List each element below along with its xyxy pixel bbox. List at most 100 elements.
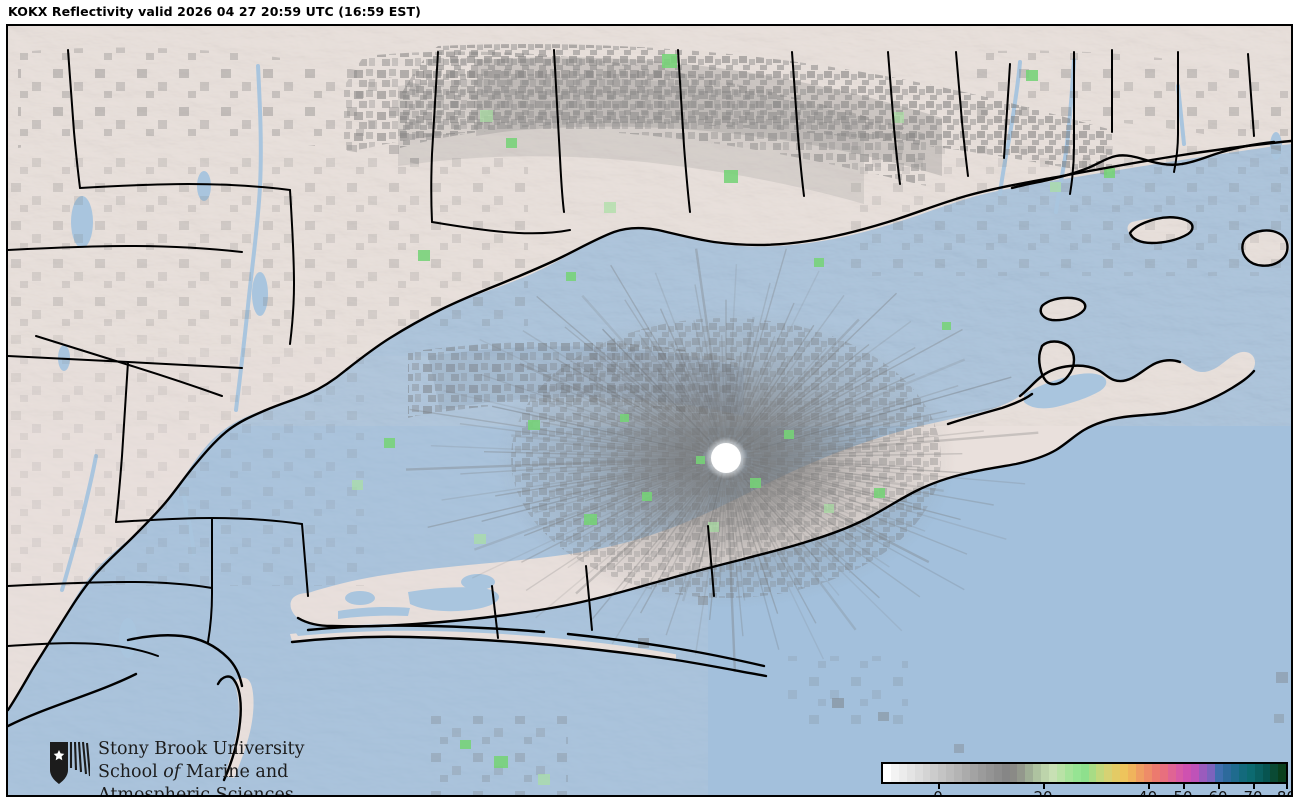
stony-brook-logo: Stony Brook University School of Marine … — [48, 738, 318, 797]
colorbar-tick-80 — [1286, 784, 1289, 789]
cone-of-silence-halo — [705, 437, 747, 479]
colorbar-band-49 — [1270, 764, 1279, 782]
colorbar-band-8 — [946, 764, 955, 782]
colorbar-label-40: 40 — [1138, 788, 1158, 797]
colorbar-band-36 — [1167, 764, 1176, 782]
lake-6 — [345, 591, 375, 605]
logo-line-2: School of Marine and — [98, 761, 304, 784]
colorbar-label-20: 20 — [1033, 788, 1053, 797]
colorbar-band-5 — [922, 764, 931, 782]
coastline-li-forks — [946, 392, 1034, 426]
colorbar-band-26 — [1088, 764, 1097, 782]
coastline-nj-inland — [8, 672, 138, 728]
colorbar-band-31 — [1128, 764, 1136, 782]
colorbar-band-33 — [1143, 764, 1152, 782]
colorbar-band-14 — [993, 764, 1002, 782]
colorbar-band-38 — [1183, 764, 1192, 782]
colorbar-band-35 — [1159, 764, 1168, 782]
bay-hempstead — [338, 607, 410, 619]
colorbar-band-22 — [1056, 764, 1065, 782]
outline-fishers-island — [1128, 216, 1194, 245]
radar-clutter-rings — [405, 248, 1039, 673]
logo-line-3: Atmospheric Sciences — [98, 785, 294, 797]
logo-line-1: Stony Brook University — [98, 739, 305, 759]
colorbar-band-40 — [1199, 764, 1208, 782]
bay-peconic — [1024, 373, 1107, 409]
shield-icon — [50, 741, 90, 784]
outline-gardiners-island — [1038, 340, 1076, 386]
echo-green-cells — [384, 54, 1115, 768]
coastline-ct — [1010, 140, 1276, 190]
logo-line-2-italic: of — [163, 762, 181, 782]
colorbar-tick-20 — [1042, 784, 1045, 789]
colorbar-band-42 — [1215, 764, 1223, 782]
colorbar-band-9 — [954, 764, 963, 782]
colorbar-band-12 — [977, 764, 986, 782]
colorbar-band-28 — [1104, 764, 1113, 782]
colorbar: 0 20 40 50 60 70 80 — [875, 757, 1291, 797]
colorbar-tick-50 — [1182, 784, 1185, 789]
colorbar-band-34 — [1151, 764, 1160, 782]
colorbar-band-39 — [1191, 764, 1200, 782]
outline-plum-island — [1039, 296, 1087, 322]
barrier-island-east — [566, 632, 766, 668]
echo-sound-west — [408, 341, 744, 422]
coastline-raritan — [126, 634, 244, 688]
colorbar-band-16 — [1009, 764, 1018, 782]
colorbar-band-1 — [890, 764, 899, 782]
colorbar-band-25 — [1080, 764, 1089, 782]
radar-reflectivity-layer — [8, 44, 1291, 795]
colorbar-band-41 — [1207, 764, 1216, 782]
colorbar-band-19 — [1033, 764, 1042, 782]
echo-green-pale — [352, 110, 1061, 785]
colorbar-band-10 — [962, 764, 970, 782]
colorbar-band-6 — [930, 764, 939, 782]
colorbar-band-11 — [969, 764, 978, 782]
colorbar-band-30 — [1120, 764, 1129, 782]
coastline-li-south — [290, 635, 768, 678]
colorbar-band-15 — [1001, 764, 1010, 782]
colorbar-band-13 — [985, 764, 994, 782]
echo-field-north — [18, 44, 1291, 204]
logo-line-2-post: Marine and — [180, 762, 289, 782]
colorbar-band-45 — [1238, 764, 1247, 782]
colorbar-band-18 — [1025, 764, 1034, 782]
colorbar-label-80: 80 — [1276, 788, 1291, 797]
colorbar-band-44 — [1230, 764, 1239, 782]
colorbar-label-60: 60 — [1208, 788, 1228, 797]
colorbar-band-2 — [898, 764, 907, 782]
colorbar-band-23 — [1064, 764, 1073, 782]
map-frame[interactable]: 0 20 40 50 60 70 80 Stony Brook University Sch… — [6, 24, 1293, 797]
coastline-nj-shore — [216, 675, 242, 782]
page-title: KOKX Reflectivity valid 2026 04 27 20:59… — [8, 4, 421, 19]
colorbar-tick-70 — [1252, 784, 1255, 789]
colorbar-band-43 — [1222, 764, 1231, 782]
echo-ocean-south — [428, 596, 1288, 795]
colorbar-tick-labels: 0 20 40 50 60 70 80 — [881, 788, 1291, 797]
colorbar-tick-40 — [1147, 784, 1150, 789]
barrier-island-west — [306, 624, 546, 634]
colorbar-band-7 — [938, 764, 947, 782]
colorbar-band-21 — [1049, 764, 1057, 782]
echo-scattered — [8, 146, 1291, 586]
colorbar-ticks — [881, 784, 1289, 789]
colorbar-band-24 — [1072, 764, 1081, 782]
map-canvas[interactable] — [8, 26, 1291, 795]
colorbar-label-50: 50 — [1173, 788, 1193, 797]
lake-7 — [461, 574, 495, 590]
logo-text: Stony Brook University School of Marine … — [98, 738, 305, 797]
colorbar-gradient — [881, 762, 1288, 784]
coastline-li-southfork — [1018, 359, 1182, 398]
colorbar-band-47 — [1254, 764, 1263, 782]
bay-jamaica — [408, 587, 500, 612]
coastline-li-north — [296, 369, 1256, 628]
outline-shelter-island — [1241, 229, 1289, 267]
colorbar-band-27 — [1096, 764, 1105, 782]
colorbar-bands — [883, 764, 1286, 782]
colorbar-band-0 — [883, 764, 891, 782]
colorbar-band-37 — [1175, 764, 1184, 782]
colorbar-band-3 — [906, 764, 915, 782]
colorbar-label-70: 70 — [1243, 788, 1263, 797]
colorbar-band-20 — [1041, 764, 1050, 782]
